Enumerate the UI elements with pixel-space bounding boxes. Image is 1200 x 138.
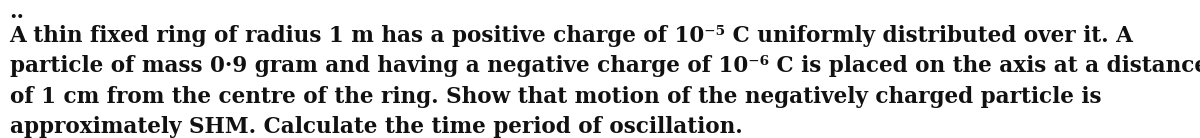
Text: approximately SHM. Calculate the time period of oscillation.: approximately SHM. Calculate the time pe… [10, 116, 743, 138]
Text: A thin fixed ring of radius 1 m has a positive charge of 10⁻⁵ C uniformly distri: A thin fixed ring of radius 1 m has a po… [10, 25, 1134, 47]
Text: ..: .. [10, 1, 24, 23]
Text: particle of mass 0·9 gram and having a negative charge of 10⁻⁶ C is placed on th: particle of mass 0·9 gram and having a n… [10, 55, 1200, 77]
Text: of 1 cm from the centre of the ring. Show that motion of the negatively charged : of 1 cm from the centre of the ring. Sho… [10, 86, 1102, 108]
